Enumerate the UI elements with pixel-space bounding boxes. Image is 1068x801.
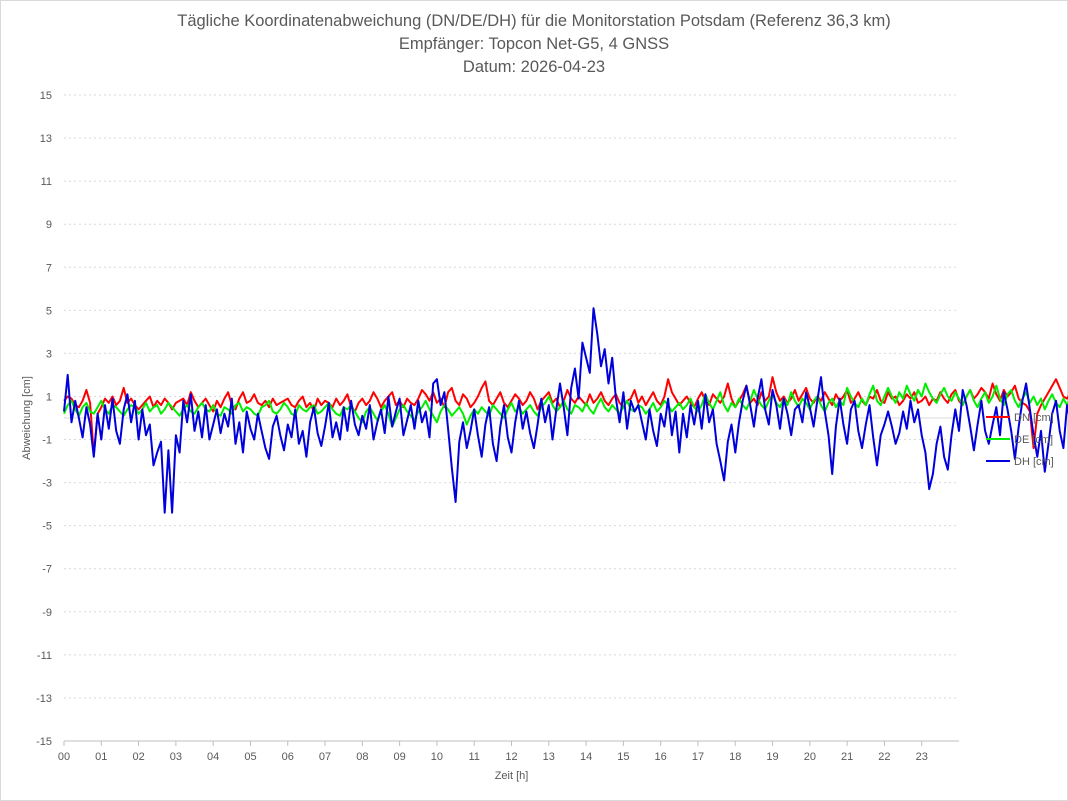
legend-label-dn: DN [cm] — [1014, 412, 1054, 424]
y-tick-label: -13 — [36, 693, 52, 705]
x-tick-label: 11 — [468, 751, 479, 763]
chart-subtitle-date: Datum: 2026-04-23 — [462, 58, 606, 76]
x-tick-label: 23 — [916, 751, 928, 763]
x-tick-label: 00 — [58, 751, 70, 763]
x-tick-label: 17 — [692, 751, 704, 763]
series-line-dn — [63, 376, 1068, 456]
x-tick-label: 18 — [729, 751, 741, 763]
x-tick-label: 05 — [244, 751, 256, 763]
chart-subtitle-receiver: Empfänger: Topcon Net-G5, 4 GNSS — [398, 35, 670, 53]
x-tick-label: 09 — [394, 751, 406, 763]
y-tick-label: -3 — [42, 478, 52, 490]
x-axis-label: Zeit [h] — [495, 770, 529, 782]
y-tick-label: -9 — [42, 607, 52, 619]
x-tick-label: 06 — [282, 751, 294, 763]
y-tick-label: 15 — [40, 90, 52, 102]
y-tick-label: 3 — [46, 348, 52, 360]
series-line-dh — [63, 307, 1068, 514]
x-tick-label: 19 — [766, 751, 778, 763]
legend-label-dh: DH [cm] — [1014, 456, 1054, 468]
y-tick-label: 5 — [46, 305, 52, 317]
x-tick-label: 01 — [95, 751, 107, 763]
x-tick-label: 08 — [356, 751, 368, 763]
x-tick-label: 22 — [878, 751, 890, 763]
y-tick-label: 11 — [41, 176, 52, 188]
series-line-de — [63, 382, 1068, 428]
x-tick-label: 14 — [580, 751, 592, 763]
x-tick-label: 12 — [505, 751, 517, 763]
x-tick-label: 15 — [617, 751, 629, 763]
x-tick-label: 20 — [804, 751, 816, 763]
y-tick-label: -11 — [37, 650, 52, 662]
y-tick-label: 7 — [46, 262, 52, 274]
y-tick-label: 1 — [46, 391, 52, 403]
chart-title: Tägliche Koordinatenabweichung (DN/DE/DH… — [177, 12, 891, 30]
y-tick-label: -15 — [36, 736, 52, 748]
x-tick-label: 03 — [170, 751, 182, 763]
x-tick-label: 10 — [431, 751, 443, 763]
y-tick-label: -5 — [42, 521, 52, 533]
y-tick-label: 9 — [46, 219, 52, 231]
y-tick-label: -1 — [42, 435, 52, 447]
x-tick-label: 04 — [207, 751, 219, 763]
x-tick-label: 02 — [132, 751, 144, 763]
x-tick-label: 13 — [543, 751, 555, 763]
legend-label-de: DE [cm] — [1014, 434, 1053, 446]
x-tick-label: 21 — [841, 751, 853, 763]
y-tick-label: 13 — [40, 133, 52, 145]
x-tick-label: 07 — [319, 751, 331, 763]
x-tick-label: 16 — [655, 751, 667, 763]
y-axis-label: Abweichung [cm] — [21, 376, 33, 460]
y-tick-label: -7 — [42, 564, 52, 576]
